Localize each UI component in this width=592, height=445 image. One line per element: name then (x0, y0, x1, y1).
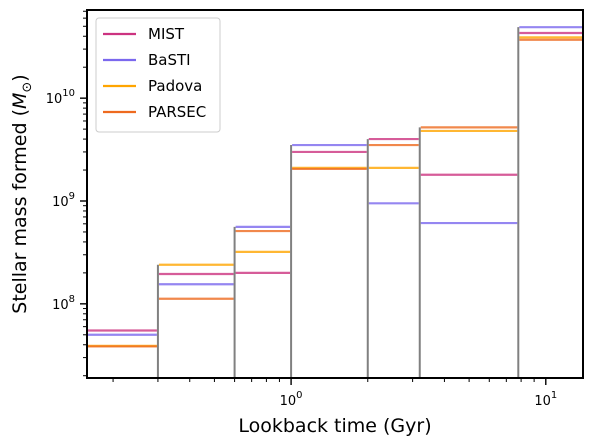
y-tick-label-1: 109 (52, 191, 75, 210)
legend-label-parsec: PARSEC (148, 103, 206, 121)
x-tick-label-0: 100 (280, 390, 303, 409)
ticks-layer: 100 101 108 109 1010 (46, 10, 557, 409)
x-axis-label: Lookback time (Gyr) (238, 415, 431, 437)
legend-label-padova: Padova (148, 77, 202, 95)
legend: MIST BaSTI Padova PARSEC (95, 17, 221, 133)
y-tick-label-0: 108 (52, 294, 75, 313)
x-tick-label-1: 101 (534, 390, 557, 409)
series-layer (87, 26, 582, 348)
y-tick-label-2: 1010 (46, 88, 75, 107)
bin-edges-layer (156, 27, 520, 378)
legend-label-mist: MIST (148, 25, 185, 43)
y-axis-label: Stellar mass formed (M⊙) (9, 74, 35, 313)
legend-label-basti: BaSTI (148, 51, 191, 69)
legend-box (95, 17, 221, 133)
plot-frame (86, 9, 584, 379)
